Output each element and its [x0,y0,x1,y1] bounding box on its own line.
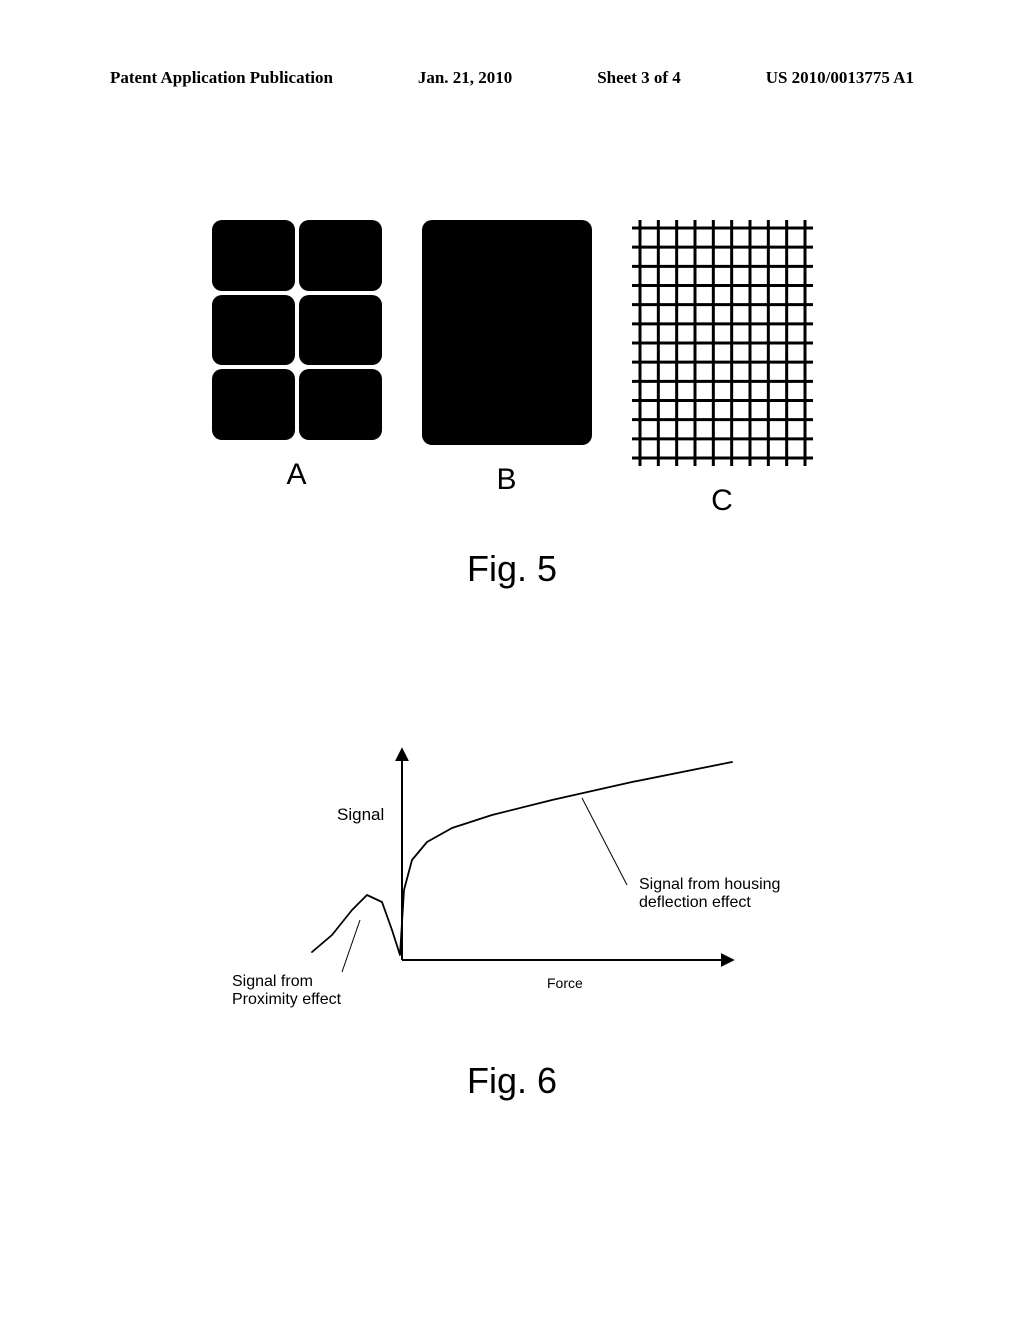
panel-a-label: A [286,458,306,492]
figure-5-panel-c: C [632,220,813,518]
panel-a-cell [299,220,382,291]
figure-5-panels: A B C [0,220,1024,518]
header-date: Jan. 21, 2010 [418,68,512,88]
figure-6-caption: Fig. 6 [467,1060,557,1102]
svg-text:Signal from housing: Signal from housing [639,876,780,893]
panel-b-rect [422,220,592,445]
panel-a-cell [212,369,295,440]
header-sheet: Sheet 3 of 4 [597,68,681,88]
figure-5-caption: Fig. 5 [0,548,1024,590]
panel-a-cell [299,369,382,440]
panel-b-label: B [496,463,516,497]
svg-text:Force: Force [547,975,583,991]
svg-text:Signal: Signal [337,805,384,824]
header-pubnumber: US 2010/0013775 A1 [766,68,914,88]
figure-6: Signal Force Signal fromProximity effect Si… [0,720,1024,1102]
svg-text:Proximity effect: Proximity effect [232,991,342,1008]
figure-5-panel-b: B [422,220,592,497]
svg-text:Signal from: Signal from [232,973,313,990]
figure-5-panel-a: A [212,220,382,492]
page-header: Patent Application Publication Jan. 21, … [110,68,914,88]
panel-a-cell [299,295,382,366]
panel-a-cell [212,220,295,291]
header-publication: Patent Application Publication [110,68,333,88]
figure-5: A B C Fig. 5 [0,220,1024,590]
panel-c-label: C [711,484,733,518]
figure-6-plot: Signal Force Signal fromProximity effect Si… [192,720,832,1020]
panel-c-grid-svg [632,220,813,466]
panel-a-grid [212,220,382,440]
svg-text:deflection effect: deflection effect [639,894,751,911]
panel-a-cell [212,295,295,366]
